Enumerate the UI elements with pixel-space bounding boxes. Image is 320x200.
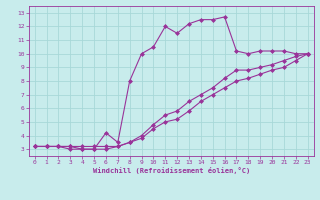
X-axis label: Windchill (Refroidissement éolien,°C): Windchill (Refroidissement éolien,°C) xyxy=(92,167,250,174)
